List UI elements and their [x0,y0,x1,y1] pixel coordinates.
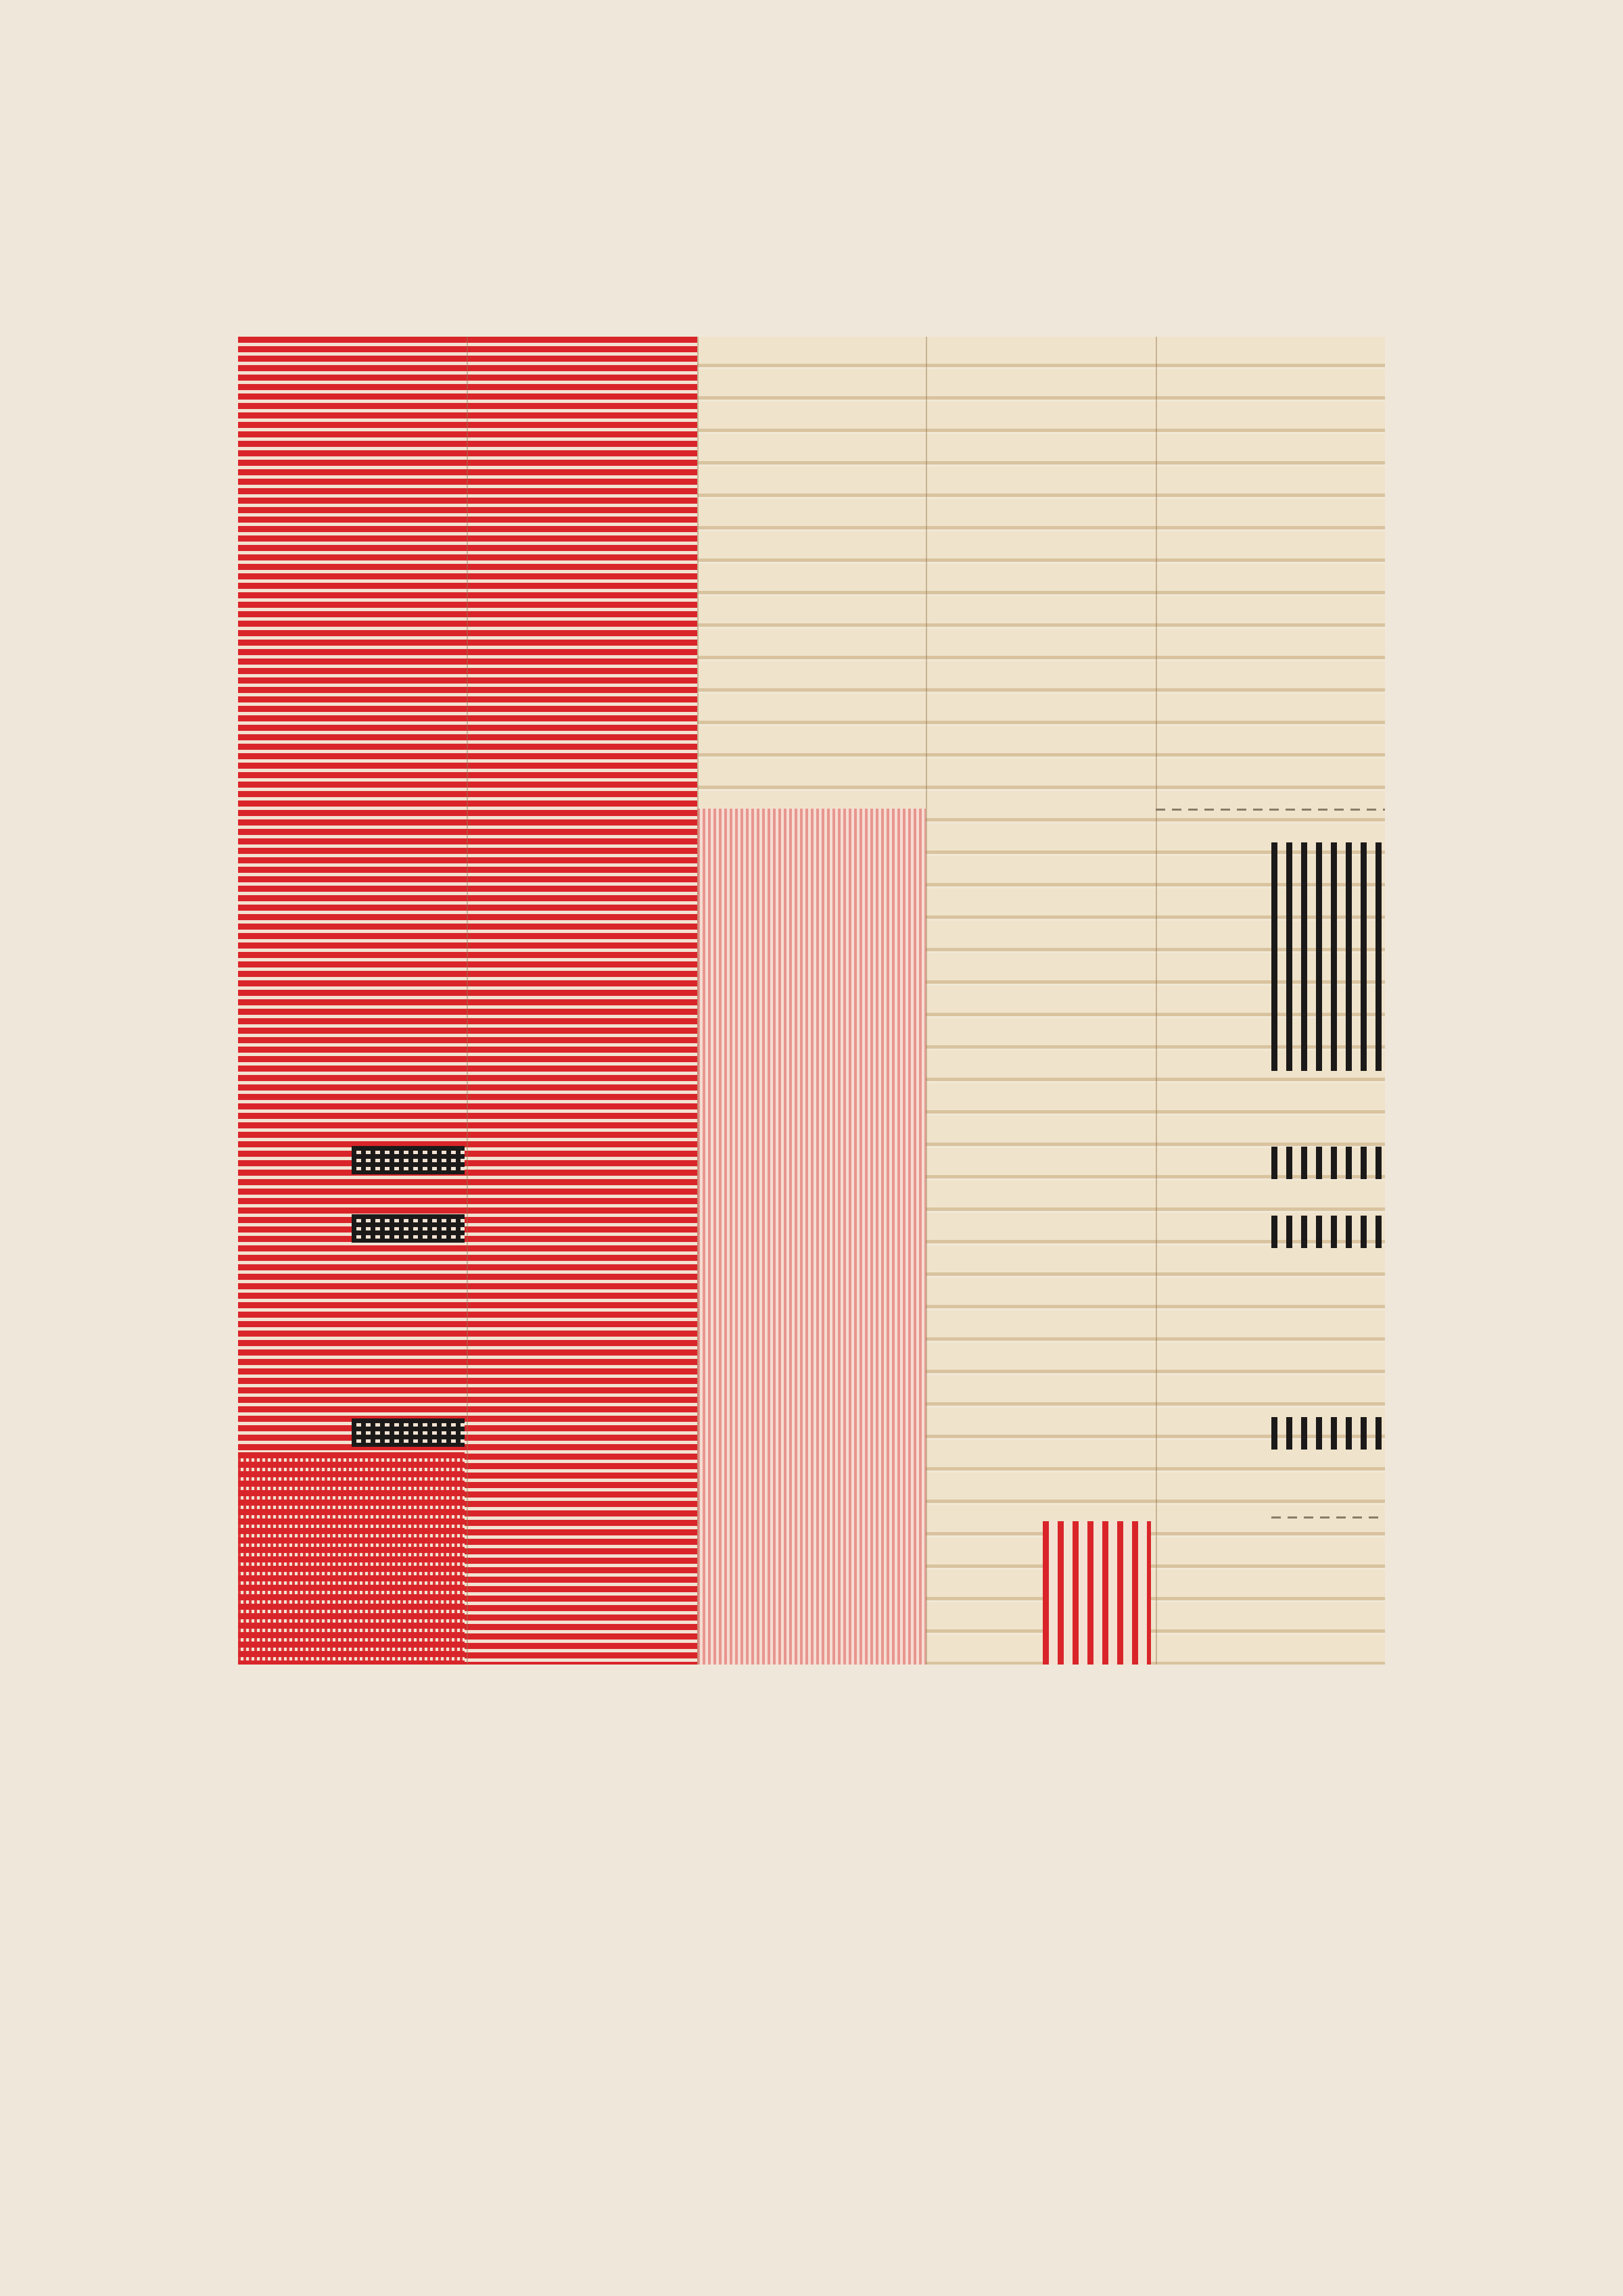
black-vertical-bars [1271,842,1385,1071]
black-bar-motif [1271,1417,1385,1450]
pink-warp-column [697,809,926,1665]
red-stripe-column [238,337,697,1665]
black-dot-motif [352,1214,465,1243]
woven-panel [238,337,1385,1665]
vertical-seam [1156,337,1157,1665]
dashed-line [1156,809,1385,811]
vertical-seam [697,337,699,1665]
black-bar-motif [1271,1147,1385,1179]
black-dot-motif [352,1146,465,1174]
red-check-patch [238,1452,465,1665]
black-bar-motif [1271,1216,1385,1248]
black-dot-motif [352,1418,465,1447]
vertical-seam [467,337,468,1665]
vertical-seam [926,337,927,1665]
red-vertical-bars [1043,1521,1151,1665]
dashed-line [1271,1516,1385,1518]
